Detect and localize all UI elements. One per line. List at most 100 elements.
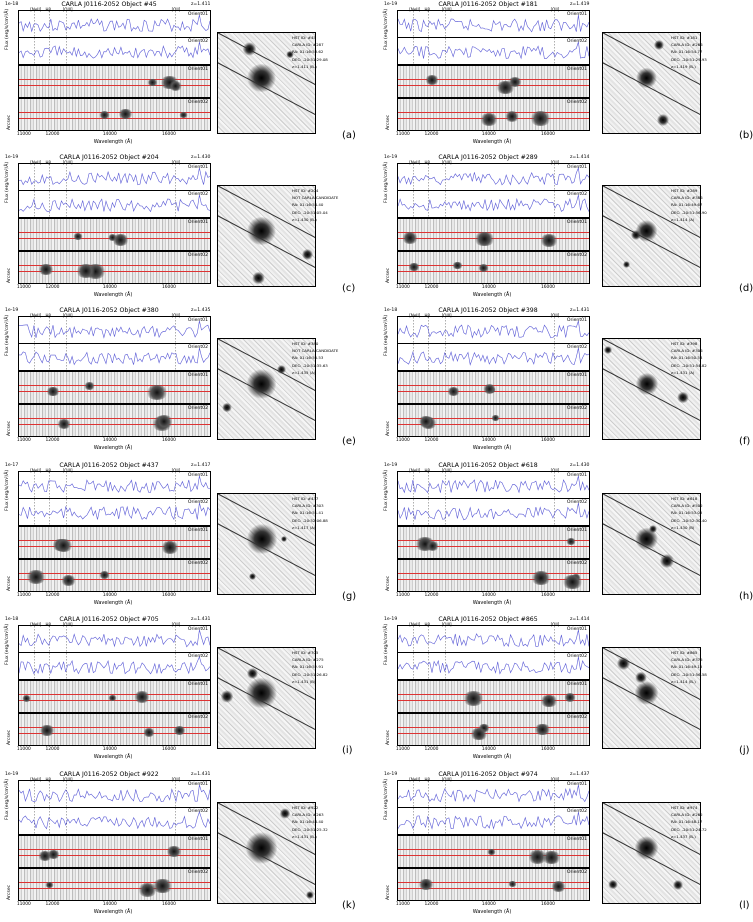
emission-blob — [117, 109, 133, 120]
object-info-line: HST ID: #181 — [671, 35, 698, 40]
orient-label: Orient02 — [187, 253, 208, 258]
wavelength-tick: 14000 — [481, 747, 496, 752]
neighbor-source — [653, 39, 664, 50]
arcsec-axis-label: Arcsec — [7, 420, 12, 436]
flux-plot-orient2: Orient02 — [18, 652, 211, 680]
orient-label: Orient02 — [187, 500, 208, 505]
neighbor-source — [247, 667, 259, 679]
trace-line — [398, 694, 589, 696]
object-info-line: DEC: -20:51:29.08 — [292, 56, 328, 62]
trace-line — [398, 882, 589, 884]
orient-label: Orient01 — [566, 528, 587, 533]
panel-title: CARLA J0116-2052 Object #974 — [438, 771, 538, 778]
emission-blob — [487, 849, 497, 856]
wavelength-tick: 11000 — [395, 902, 410, 907]
hst-cutout-image — [217, 493, 316, 595]
emission-line-label: [OIII] — [441, 622, 452, 627]
emission-line-label: Hβ — [45, 622, 52, 627]
redshift-label: z=1.431 — [570, 308, 590, 313]
wavelength-tick: 12000 — [45, 593, 60, 598]
flux-plot-orient2: Orient02 — [397, 652, 590, 680]
emission-line-label: [OIII] — [441, 468, 452, 473]
trace-line — [398, 733, 589, 735]
orient-label: Orient02 — [566, 406, 587, 411]
trace-line — [19, 385, 210, 387]
wavelength-tick: 14000 — [481, 438, 496, 443]
emission-line-label: Hβ — [424, 622, 431, 627]
emission-blob — [425, 75, 439, 86]
galaxy-core — [636, 67, 657, 89]
neighbor-source — [302, 248, 314, 260]
wavelength-tick: 11000 — [395, 747, 410, 752]
emission-blob — [108, 694, 117, 702]
orient-label: Orient01 — [187, 782, 208, 787]
flux-exponent: 1e-19 — [384, 2, 398, 7]
emission-line-label: [NeII] — [409, 777, 421, 782]
spectrum-2d-orient2: Orient02 — [397, 251, 590, 284]
emission-line-label: [NeII] — [409, 468, 421, 473]
flux-plot-orient2: Orient02 — [18, 190, 211, 218]
wavelength-tick: 16000 — [540, 438, 555, 443]
emission-blob — [25, 569, 47, 585]
wavelength-axis-label: Wavelength (Å) — [472, 909, 512, 915]
object-info-line: z=1.437 (B-) — [671, 833, 696, 839]
orient-label: Orient02 — [566, 870, 587, 875]
emission-blob — [565, 537, 577, 546]
neighbor-source — [222, 402, 232, 413]
flux-axis-label: Flux (erg/s/cm²/Å) — [384, 314, 389, 356]
object-info-line: RA: 01:16:48.17 — [671, 819, 703, 825]
trace-line — [19, 727, 210, 729]
wavelength-axis-label: Wavelength (Å) — [93, 909, 133, 915]
object-info-line: DEC: -20:51:54.82 — [671, 362, 707, 368]
orient-label: Orient01 — [187, 220, 208, 225]
emission-line-label: Hβ — [424, 7, 431, 12]
galaxy-core — [247, 63, 276, 93]
flux-plot-orient1: Orient01 — [397, 780, 590, 808]
neighbor-source — [673, 879, 684, 890]
wavelength-tick: 12000 — [424, 593, 439, 598]
hst-cutout-image — [602, 647, 701, 749]
wavelength-tick: 16000 — [161, 285, 176, 290]
emission-blob — [155, 415, 173, 428]
subfigure-label: (i) — [342, 745, 353, 756]
wavelength-tick: 12000 — [424, 438, 439, 443]
neighbor-source — [648, 524, 658, 534]
object-info-line: HST ID: #974 — [671, 805, 698, 810]
flux-exponent: 1e-18 — [5, 2, 19, 7]
object-info-line: RA: 01:16:53.62 — [292, 49, 324, 55]
object-info: HST ID: #204 NOT CARLA CANDIDATE RA: 01:16… — [292, 187, 338, 223]
neighbor-source — [279, 808, 291, 819]
object-info-line: z=1.414 (A) — [671, 216, 695, 222]
flux-plot-orient1: Orient01 — [18, 10, 211, 38]
object-info-line: RA: 01:16:50.58 — [671, 355, 703, 361]
panel-title: CARLA J0116-2052 Object #705 — [59, 616, 159, 623]
trace-line — [398, 546, 589, 548]
orient-label: Orient02 — [187, 654, 208, 659]
neighbor-source — [603, 346, 612, 355]
emission-line-label: [OII] — [550, 622, 560, 627]
orient-label: Orient02 — [566, 715, 587, 720]
spectrum-2d-orient1: Orient01 — [397, 680, 590, 713]
flux-axis-label: Flux (erg/s/cm²/Å) — [384, 161, 389, 203]
wavelength-tick: 16000 — [540, 902, 555, 907]
emission-line-label: Hβ — [45, 7, 52, 12]
hst-cutout-image — [217, 802, 316, 904]
object-info-line: CARLA ID: #386 — [671, 195, 703, 201]
wavelength-tick: 12000 — [424, 285, 439, 290]
emission-blob — [166, 846, 183, 858]
spectrum-2d-orient2: Orient02 — [18, 868, 211, 901]
object-info-line: DEC: -20:51:56.58 — [671, 671, 707, 677]
trace-line — [19, 546, 210, 548]
spectrum-2d-orient1: Orient01 — [397, 65, 590, 98]
arcsec-axis-label: Arcsec — [7, 884, 12, 900]
panel-title: CARLA J0116-2052 Object #398 — [438, 307, 538, 314]
orient-label: Orient01 — [566, 782, 587, 787]
emission-line-label: [OII] — [171, 7, 181, 12]
orient-label: Orient02 — [187, 561, 208, 566]
object-info-line: CARLA ID: #375 — [671, 657, 703, 663]
subfigure-label: (a) — [342, 130, 356, 141]
wavelength-tick: 12000 — [45, 132, 60, 137]
wavelength-tick: 12000 — [424, 902, 439, 907]
wavelength-tick: 16000 — [540, 285, 555, 290]
object-info-line: CARLA ID: #262 — [671, 812, 703, 818]
